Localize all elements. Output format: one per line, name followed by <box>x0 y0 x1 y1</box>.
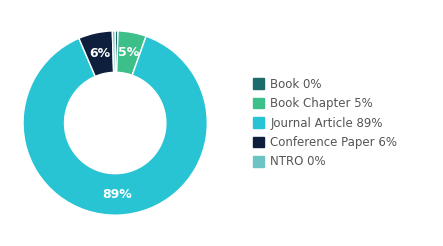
Legend: Book 0%, Book Chapter 5%, Journal Article 89%, Conference Paper 6%, NTRO 0%: Book 0%, Book Chapter 5%, Journal Articl… <box>248 73 402 173</box>
Wedge shape <box>117 31 146 75</box>
Text: 6%: 6% <box>89 47 110 60</box>
Wedge shape <box>115 31 118 72</box>
Wedge shape <box>79 31 113 77</box>
Wedge shape <box>23 36 207 215</box>
Text: 5%: 5% <box>118 46 139 59</box>
Text: 89%: 89% <box>102 188 132 201</box>
Wedge shape <box>113 31 115 72</box>
